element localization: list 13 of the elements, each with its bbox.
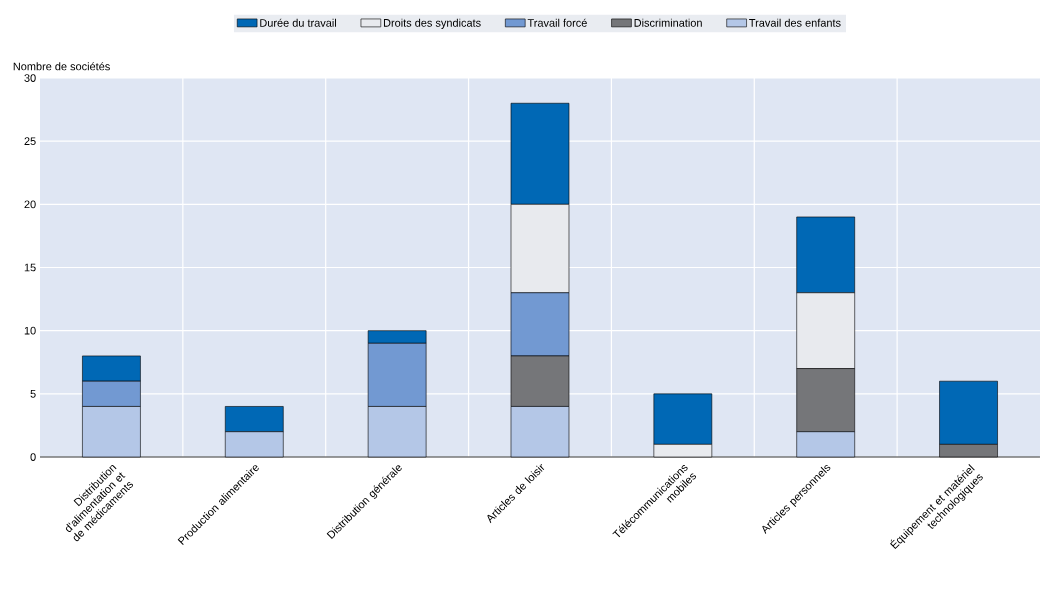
- legend-label: Travail des enfants: [749, 18, 841, 27]
- y-tick-label: 15: [24, 263, 36, 272]
- y-tick-label: 5: [30, 390, 36, 398]
- legend-label: Droits des syndicats: [383, 18, 481, 29]
- y-tick-label: 10: [24, 326, 36, 335]
- y-tick-label: 30: [24, 74, 36, 82]
- legend-label: Durée du travail: [260, 18, 336, 27]
- legend-label: Discrimination: [634, 18, 702, 27]
- y-axis-title: Nombre de sociétés: [13, 62, 110, 71]
- y-tick-label: 25: [24, 137, 36, 146]
- legend-label: Travail forcé: [527, 18, 587, 27]
- y-tick-label: 20: [24, 200, 36, 209]
- y-tick-label: 0: [30, 453, 36, 461]
